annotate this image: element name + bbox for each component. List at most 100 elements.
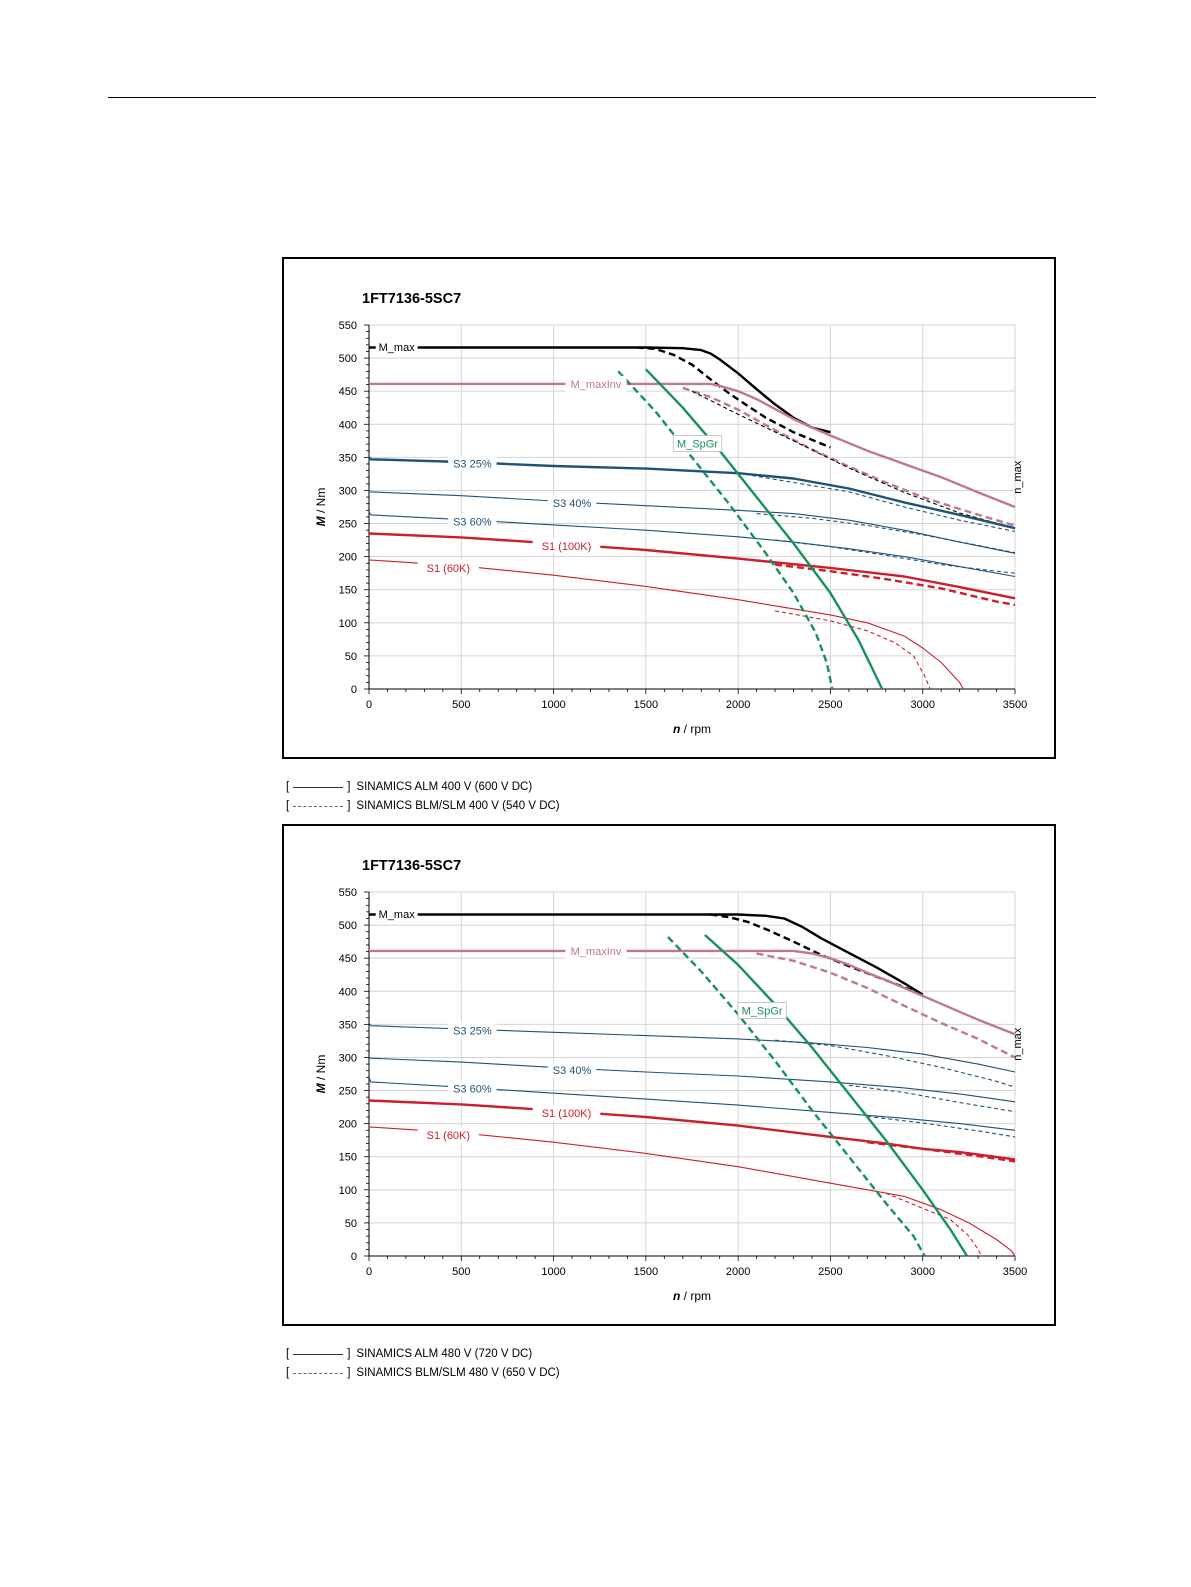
y-tick-label: 500 [339, 353, 357, 365]
y-tick-label: 200 [339, 552, 357, 564]
y-tick-label: 250 [339, 1086, 357, 1098]
series-line-curve-3-dashed [756, 952, 1016, 1059]
series-label-m-max: M_max [379, 909, 416, 921]
series-label-background [375, 338, 418, 355]
series-label-background [448, 1022, 497, 1039]
y-axis-unit: / Nm [314, 488, 328, 517]
series-label-s3-60: S3 60% [453, 517, 492, 529]
series-label-s3-25: S3 25% [453, 1025, 492, 1037]
series-label-background [737, 1002, 787, 1019]
y-tick-label: 100 [339, 618, 357, 630]
x-tick-label: 500 [452, 1266, 470, 1278]
legend-bracket-close: ] [347, 1348, 351, 1360]
series-line-m-spgr [704, 934, 969, 1257]
series-line-curve-11-dashed [867, 1141, 1016, 1163]
series-line-s3-60 [368, 1077, 1016, 1131]
y-axis-title: M / Nm [314, 1055, 328, 1094]
y-axis-title: M / Nm [314, 488, 328, 527]
series-line-m-max [369, 913, 924, 996]
y-tick-label: 550 [339, 887, 357, 899]
x-tick-label: 3000 [910, 1266, 934, 1278]
y-tick-label: 450 [339, 386, 357, 398]
y-tick-label: 100 [339, 1185, 357, 1197]
dashed-line-swatch [293, 806, 344, 807]
series-line-curve-14-dashed [775, 610, 931, 690]
legend-item-blm-slm-400v: [ ] SINAMICS BLM/SLM 400 V (540 V DC) [286, 797, 560, 816]
x-tick-label: 0 [366, 1266, 372, 1278]
series-line-curve-13-dashed [885, 1192, 983, 1257]
torque-speed-chart-400v: 1FT7136-5SC7 0 50 100 150 200 250 300 350 400 450 5… [314, 291, 1027, 736]
series-label-background [417, 559, 479, 576]
series-label-background [672, 435, 723, 452]
legend-label: SINAMICS BLM/SLM 480 V (650 V DC) [356, 1367, 560, 1379]
x-axis-unit: / rpm [680, 722, 711, 736]
series-line-m-maxinv [369, 382, 1016, 509]
y-tick-label: 0 [351, 1251, 357, 1263]
chart-title: 1FT7136-5SC7 [362, 858, 461, 874]
series-line-curve-1-dashed [636, 346, 831, 449]
x-axis-symbol: n [673, 722, 680, 736]
series-lines [368, 913, 1016, 1257]
y-axis-symbol: M [314, 1082, 328, 1093]
series-labels: M_max M_maxInv S3 25% S3 40% S3 60% S1 (100K)… [375, 338, 723, 576]
n-max-label: n_max [1012, 1027, 1024, 1061]
series-label-background [565, 375, 627, 392]
x-axis-unit: / rpm [680, 1289, 711, 1303]
x-tick-label: 2500 [818, 699, 842, 711]
x-axis-symbol: n [673, 1289, 680, 1303]
series-line-s1-100k [368, 532, 1016, 600]
legend-bracket-open: [ [286, 1348, 290, 1360]
legend-label: SINAMICS ALM 480 V (720 V DC) [356, 1348, 533, 1360]
series-line-curve-6-dashed [738, 472, 1016, 533]
series-label-background [532, 1105, 601, 1122]
y-tick-label: 300 [339, 1052, 357, 1064]
y-tick-label: 250 [339, 519, 357, 531]
series-label-s1-60k: S1 (60K) [427, 563, 470, 575]
series-labels: M_max M_maxInv S3 25% S3 40% S3 60% S1 (100K)… [375, 905, 787, 1143]
x-tick-label: 3500 [1003, 1266, 1027, 1278]
dashed-line-swatch [293, 1373, 344, 1374]
series-label-background [448, 1080, 497, 1097]
y-tick-label: 0 [351, 684, 357, 696]
legend-bracket-open: [ [286, 1367, 290, 1379]
n-max-label: n_max [1012, 460, 1024, 494]
series-line-curve-3-dashed [682, 386, 1016, 527]
solid-line-swatch [293, 1354, 344, 1355]
y-tick-label: 400 [339, 986, 357, 998]
x-axis-title: n / rpm [673, 722, 711, 736]
series-line-curve-10-dashed [775, 539, 1016, 574]
x-tick-label: 3500 [1003, 699, 1027, 711]
legend-bracket-close: ] [347, 1367, 351, 1379]
x-tick-label: 2000 [726, 699, 750, 711]
x-tick-label: 1500 [634, 699, 658, 711]
y-tick-label: 150 [339, 585, 357, 597]
x-tick-label: 2500 [818, 1266, 842, 1278]
legend-bracket-close: ] [347, 800, 351, 812]
series-line-curve-9-dashed [867, 1115, 1016, 1138]
series-line-s1-100k [368, 1099, 1016, 1161]
legend-item-alm-400v: [ ] SINAMICS ALM 400 V (600 V DC) [286, 778, 560, 797]
series-lines [368, 346, 1016, 690]
legend-bracket-open: [ [286, 800, 290, 812]
y-tick-label: 500 [339, 920, 357, 932]
series-line-curve-15-dashed [667, 936, 926, 1257]
y-tick-label: 350 [339, 452, 357, 464]
series-line-curve-5-dashed [775, 1039, 1016, 1088]
chart-frame-480v: 1FT7136-5SC7 0 50 100 150 200 250 300 350 400 450 5… [282, 824, 1056, 1326]
series-label-background [532, 538, 601, 555]
legend-item-blm-slm-480v: [ ] SINAMICS BLM/SLM 480 V (650 V DC) [286, 1364, 560, 1383]
y-tick-label: 550 [339, 320, 357, 332]
solid-line-swatch [293, 787, 344, 788]
series-label-m-maxinv: M_maxInv [571, 379, 622, 391]
series-line-curve-12-dashed [774, 563, 1016, 607]
y-tick-label: 350 [339, 1019, 357, 1031]
legend-item-alm-480v: [ ] SINAMICS ALM 480 V (720 V DC) [286, 1345, 560, 1364]
series-label-s3-60: S3 60% [453, 1084, 492, 1096]
y-tick-label: 200 [339, 1119, 357, 1131]
legend-400v: [ ] SINAMICS ALM 400 V (600 V DC) [ ] SI… [286, 778, 560, 816]
legend-label: SINAMICS BLM/SLM 400 V (540 V DC) [356, 800, 560, 812]
y-tick-label: 150 [339, 1152, 357, 1164]
x-tick-label: 1000 [541, 1266, 565, 1278]
y-axis-symbol: M [314, 515, 328, 526]
x-tick-label: 1000 [541, 699, 565, 711]
